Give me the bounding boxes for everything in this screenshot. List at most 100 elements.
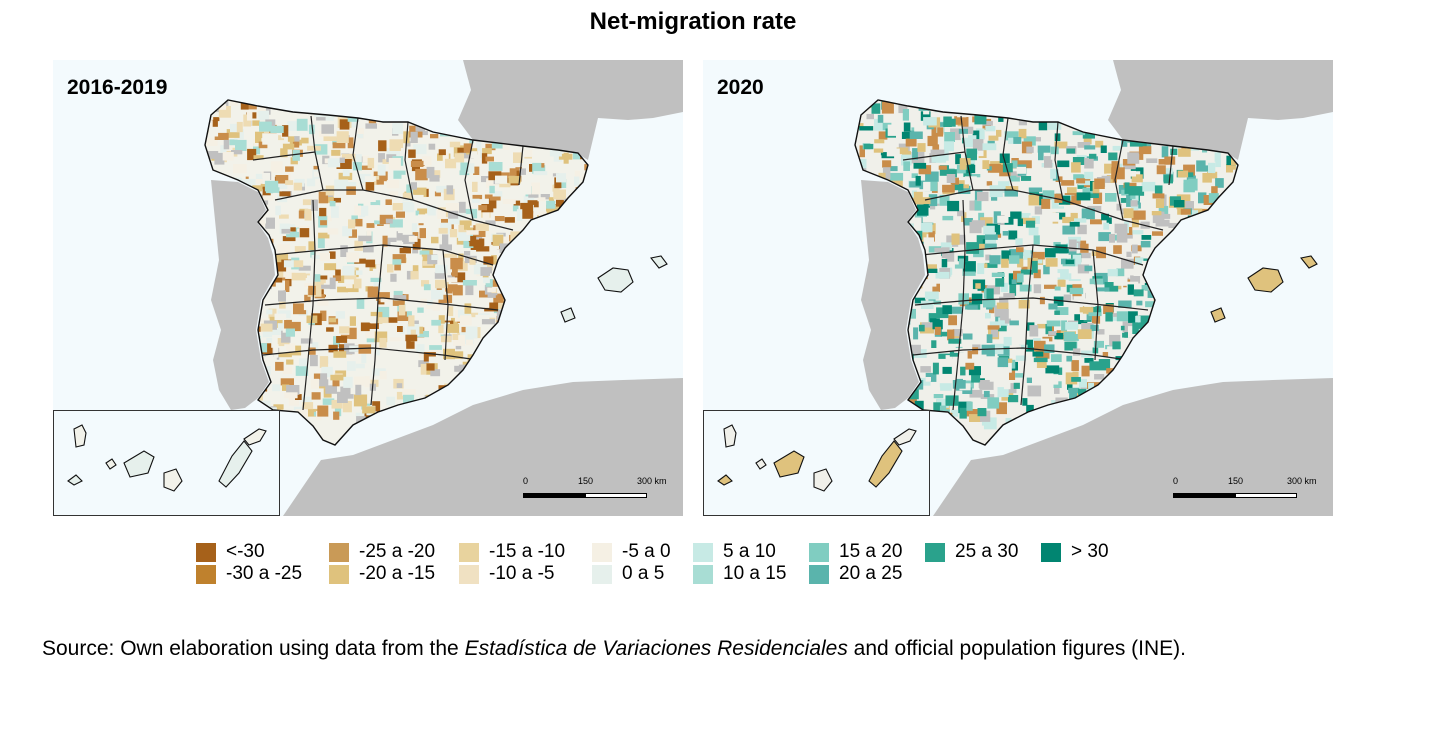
spain-outline — [854, 99, 1239, 446]
municipality-cell — [502, 278, 510, 285]
municipality-cell — [1187, 219, 1193, 230]
municipality-cell — [572, 152, 582, 160]
municipality-cell — [318, 232, 330, 239]
municipality-cell — [995, 278, 1005, 287]
municipality-cell — [363, 193, 376, 202]
municipality-cell — [1054, 333, 1064, 340]
municipality-cell — [349, 327, 357, 340]
municipality-cell — [1132, 322, 1145, 334]
municipality-cell — [591, 149, 602, 155]
municipality-cell — [544, 226, 557, 234]
municipality-cell — [1215, 160, 1221, 168]
municipality-cell — [1190, 270, 1201, 283]
municipality-cell — [286, 385, 300, 395]
municipality-cell — [521, 214, 530, 225]
legend-item: 0 a 5 — [592, 563, 664, 584]
municipality-cell — [282, 125, 289, 137]
municipality-cell — [363, 245, 374, 253]
municipality-cell — [1138, 146, 1152, 155]
municipality-cell — [502, 353, 508, 364]
municipality-cell — [1000, 102, 1013, 115]
municipality-cell — [888, 175, 903, 187]
municipality-cell — [986, 181, 993, 186]
municipality-cell — [985, 254, 991, 261]
municipality-cell — [1069, 392, 1077, 401]
municipality-cell — [449, 141, 461, 148]
municipality-cell — [389, 337, 402, 342]
municipality-cell — [275, 361, 284, 371]
municipality-cell — [1141, 285, 1154, 291]
municipality-cell — [948, 338, 962, 344]
municipality-cell — [923, 277, 937, 287]
municipality-cell — [205, 110, 210, 120]
municipality-cell — [506, 160, 516, 171]
municipality-cell — [376, 292, 390, 301]
municipality-cell — [346, 118, 357, 128]
province-boundary — [370, 244, 384, 406]
municipality-cell — [952, 380, 966, 389]
legend-swatch — [693, 542, 713, 562]
canary-island — [218, 440, 253, 488]
province-boundary — [1054, 121, 1064, 201]
municipality-cell — [377, 164, 386, 176]
municipality-cell — [880, 122, 892, 131]
municipality-cell — [519, 241, 527, 249]
municipality-cell — [325, 231, 336, 243]
municipality-cell — [1131, 217, 1139, 228]
municipality-cell — [1194, 317, 1207, 323]
municipality-cell — [395, 104, 407, 116]
legend-swatch — [329, 564, 349, 584]
municipality-cell — [1231, 328, 1238, 336]
municipality-cell — [394, 263, 401, 271]
municipality-cell — [944, 132, 955, 142]
municipality-cell — [353, 394, 368, 407]
municipality-cell — [1031, 137, 1041, 142]
municipality-cell — [455, 343, 462, 350]
municipality-cell — [1005, 171, 1018, 176]
municipality-cell — [878, 172, 886, 179]
municipality-cell — [1018, 299, 1030, 309]
municipality-cell — [857, 249, 865, 257]
municipality-cell — [277, 244, 291, 255]
municipality-cell — [1037, 145, 1051, 153]
municipality-cell — [874, 139, 885, 144]
municipality-cell — [1236, 348, 1238, 358]
municipality-cell — [431, 289, 444, 300]
municipality-cell — [1196, 160, 1209, 172]
municipality-cell — [1057, 269, 1069, 280]
municipality-cell — [947, 169, 957, 178]
municipality-cell — [313, 165, 319, 172]
municipality-cell — [564, 214, 575, 220]
municipality-cell — [918, 324, 925, 332]
municipality-cell — [1217, 272, 1228, 284]
municipality-cell — [479, 238, 485, 246]
municipality-cell — [937, 127, 944, 135]
municipality-cell — [903, 122, 911, 132]
municipality-cell — [293, 182, 303, 191]
municipality-cell — [1196, 301, 1207, 306]
municipality-cell — [914, 120, 925, 132]
municipality-cell — [1117, 336, 1129, 342]
municipality-cell — [1229, 328, 1238, 336]
municipality-cell — [979, 381, 994, 390]
municipality-cell — [1028, 194, 1040, 206]
municipality-cell — [476, 246, 490, 252]
balearic-island — [597, 267, 634, 293]
municipality-cell — [1133, 199, 1144, 209]
municipality-cell — [1069, 239, 1077, 252]
municipality-cell — [1109, 233, 1115, 243]
municipality-cell — [925, 372, 937, 382]
municipality-cell — [1108, 152, 1118, 161]
municipality-cell — [1058, 405, 1064, 415]
scale-tick-150: 150 — [578, 476, 594, 486]
municipality-cell — [1208, 162, 1216, 174]
municipality-cell — [1072, 348, 1081, 356]
municipality-cell — [438, 227, 448, 234]
municipality-cell — [282, 384, 290, 391]
municipality-cell — [385, 218, 393, 224]
municipality-cell — [557, 244, 570, 250]
municipality-cell — [1015, 238, 1023, 245]
municipality-cell — [466, 373, 480, 381]
municipality-cell — [474, 374, 486, 387]
municipality-cell — [269, 289, 275, 294]
